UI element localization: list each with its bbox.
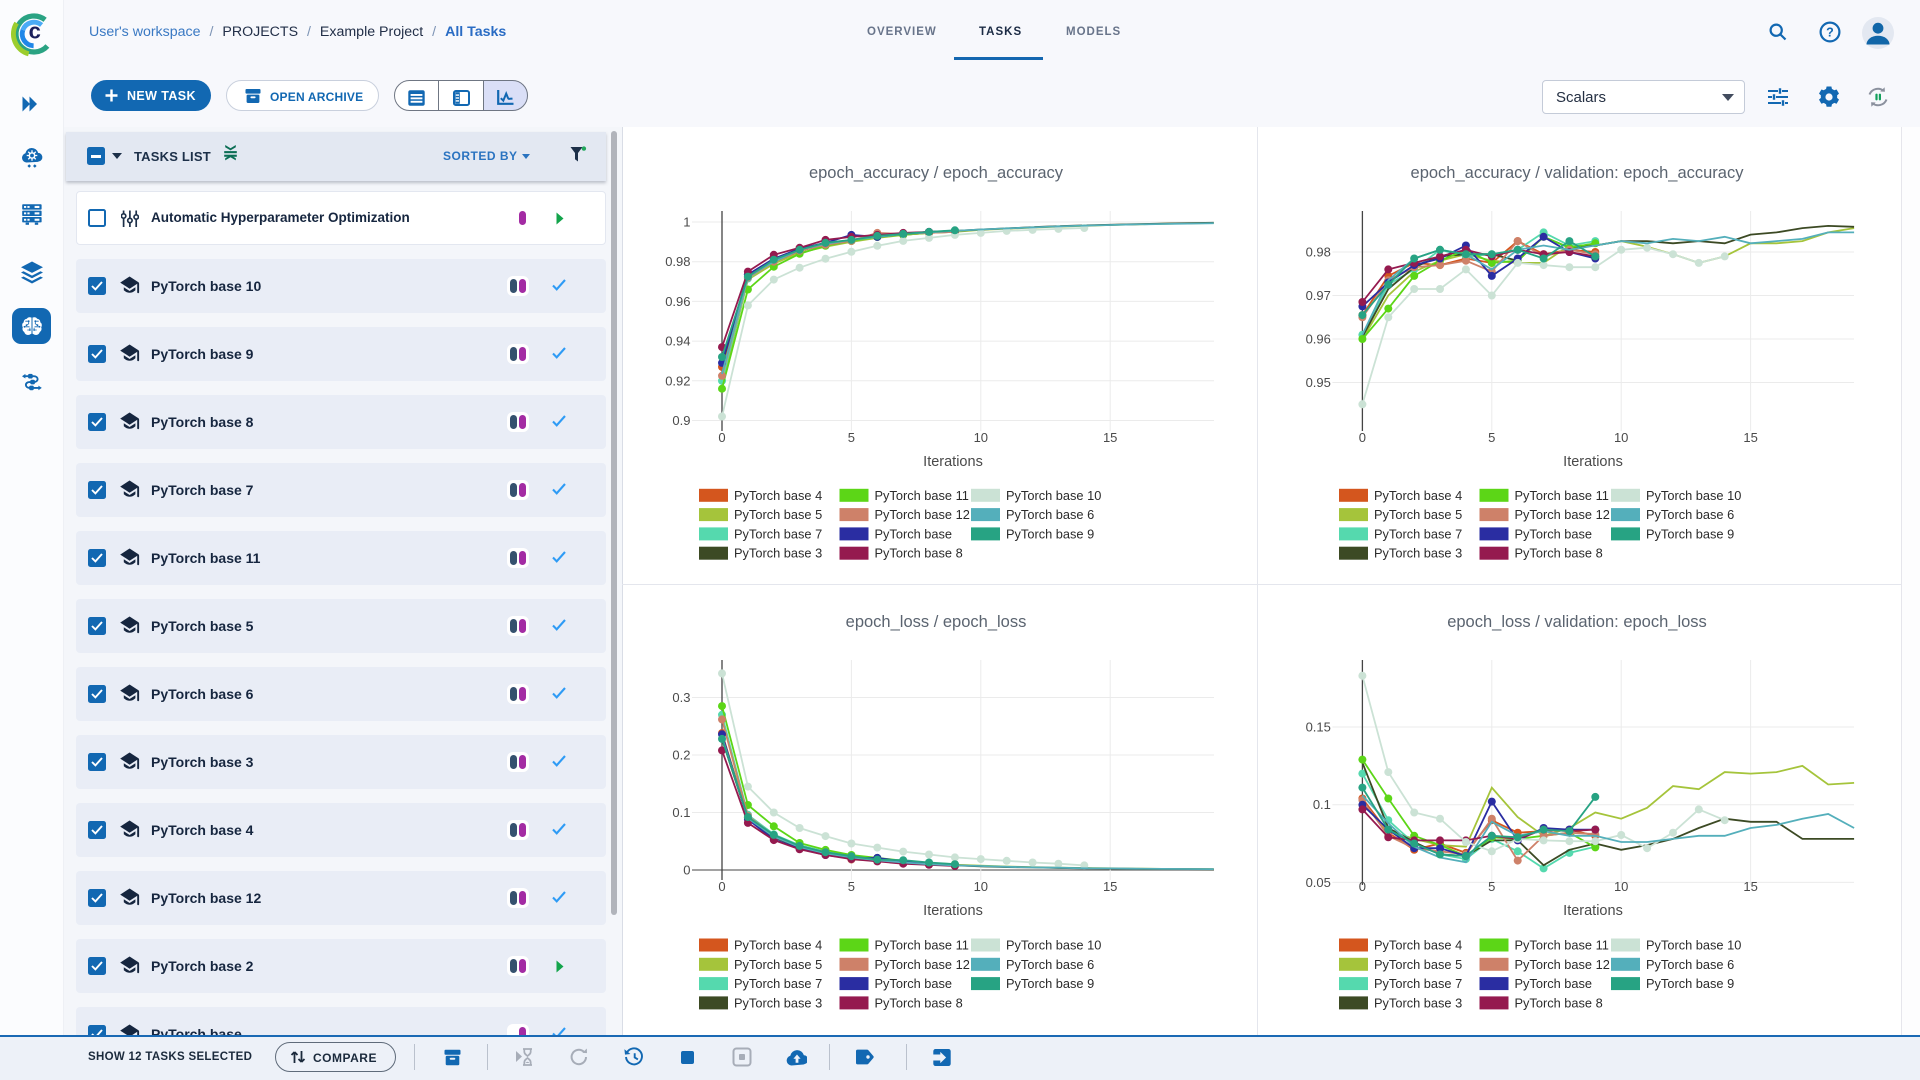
svg-text:0: 0 bbox=[718, 430, 725, 445]
svg-text:5: 5 bbox=[848, 879, 855, 894]
svg-text:10: 10 bbox=[974, 430, 988, 445]
svg-text:PyTorch base 8: PyTorch base 8 bbox=[1515, 546, 1603, 561]
svg-text:0.98: 0.98 bbox=[665, 254, 690, 269]
svg-text:PyTorch base 7: PyTorch base 7 bbox=[734, 526, 822, 541]
svg-text:PyTorch base 8: PyTorch base 8 bbox=[875, 995, 963, 1010]
svg-text:PyTorch base 6: PyTorch base 6 bbox=[1006, 957, 1094, 972]
svg-text:0.97: 0.97 bbox=[1306, 288, 1331, 303]
svg-text:PyTorch base 11: PyTorch base 11 bbox=[1515, 938, 1609, 953]
svg-text:PyTorch base 3: PyTorch base 3 bbox=[734, 546, 822, 561]
svg-text:PyTorch base 10: PyTorch base 10 bbox=[1006, 938, 1101, 953]
svg-text:PyTorch base: PyTorch base bbox=[1515, 976, 1593, 991]
svg-text:PyTorch base 9: PyTorch base 9 bbox=[1646, 526, 1734, 541]
svg-text:c: c bbox=[29, 18, 41, 43]
svg-text:PyTorch base 4: PyTorch base 4 bbox=[1374, 938, 1462, 953]
svg-text:0.95: 0.95 bbox=[1306, 375, 1331, 390]
svg-text:0.15: 0.15 bbox=[1306, 720, 1331, 735]
svg-text:PyTorch base 10: PyTorch base 10 bbox=[1006, 488, 1101, 503]
svg-text:0.96: 0.96 bbox=[665, 294, 690, 309]
svg-text:PyTorch base 6: PyTorch base 6 bbox=[1646, 957, 1734, 972]
svg-text:PyTorch base 12: PyTorch base 12 bbox=[875, 957, 970, 972]
svg-text:0: 0 bbox=[1359, 430, 1366, 445]
svg-text:Iterations: Iterations bbox=[1563, 903, 1623, 919]
svg-text:PyTorch base 12: PyTorch base 12 bbox=[1515, 507, 1610, 522]
svg-text:0.96: 0.96 bbox=[1306, 332, 1331, 347]
svg-text:0: 0 bbox=[683, 863, 690, 878]
svg-text:PyTorch base 7: PyTorch base 7 bbox=[1374, 976, 1462, 991]
svg-text:15: 15 bbox=[1103, 430, 1117, 445]
svg-text:0.9: 0.9 bbox=[672, 413, 690, 428]
svg-text:epoch_loss / validation: epoch: epoch_loss / validation: epoch_loss bbox=[1447, 613, 1707, 631]
svg-text:5: 5 bbox=[1488, 879, 1495, 894]
svg-text:PyTorch base 12: PyTorch base 12 bbox=[1515, 957, 1610, 972]
svg-text:PyTorch base 9: PyTorch base 9 bbox=[1646, 976, 1734, 991]
svg-text:epoch_accuracy / validation: e: epoch_accuracy / validation: epoch_accur… bbox=[1411, 164, 1745, 182]
svg-text:1: 1 bbox=[683, 215, 690, 230]
svg-text:PyTorch base 3: PyTorch base 3 bbox=[1374, 546, 1462, 561]
svg-text:0.94: 0.94 bbox=[665, 334, 690, 349]
svg-text:PyTorch base 7: PyTorch base 7 bbox=[1374, 526, 1462, 541]
svg-text:0.3: 0.3 bbox=[672, 690, 690, 705]
svg-text:Iterations: Iterations bbox=[923, 454, 983, 470]
svg-text:5: 5 bbox=[1488, 430, 1495, 445]
svg-text:PyTorch base 12: PyTorch base 12 bbox=[875, 507, 970, 522]
svg-text:PyTorch base: PyTorch base bbox=[1515, 526, 1593, 541]
svg-text:PyTorch base 7: PyTorch base 7 bbox=[734, 976, 822, 991]
svg-text:15: 15 bbox=[1103, 879, 1117, 894]
svg-text:Iterations: Iterations bbox=[923, 903, 983, 919]
svg-text:PyTorch base 11: PyTorch base 11 bbox=[875, 488, 969, 503]
svg-text:PyTorch base 6: PyTorch base 6 bbox=[1006, 507, 1094, 522]
svg-text:PyTorch base 5: PyTorch base 5 bbox=[1374, 957, 1462, 972]
svg-text:PyTorch base 11: PyTorch base 11 bbox=[875, 938, 969, 953]
svg-text:PyTorch base 4: PyTorch base 4 bbox=[1374, 488, 1462, 503]
svg-text:PyTorch base 10: PyTorch base 10 bbox=[1646, 488, 1741, 503]
svg-text:?: ? bbox=[1826, 25, 1834, 39]
svg-text:0.2: 0.2 bbox=[672, 748, 690, 763]
svg-text:PyTorch base 3: PyTorch base 3 bbox=[734, 995, 822, 1010]
svg-text:5: 5 bbox=[848, 430, 855, 445]
svg-text:PyTorch base 11: PyTorch base 11 bbox=[1515, 488, 1609, 503]
svg-text:PyTorch base 4: PyTorch base 4 bbox=[734, 488, 822, 503]
svg-text:epoch_loss / epoch_loss: epoch_loss / epoch_loss bbox=[846, 613, 1027, 631]
svg-text:PyTorch base 8: PyTorch base 8 bbox=[875, 546, 963, 561]
svg-text:10: 10 bbox=[1614, 430, 1628, 445]
svg-text:0.1: 0.1 bbox=[1313, 797, 1331, 812]
svg-text:PyTorch base 5: PyTorch base 5 bbox=[734, 507, 822, 522]
svg-text:15: 15 bbox=[1743, 430, 1757, 445]
svg-text:PyTorch base 8: PyTorch base 8 bbox=[1515, 995, 1603, 1010]
svg-text:PyTorch base 6: PyTorch base 6 bbox=[1646, 507, 1734, 522]
svg-text:PyTorch base 10: PyTorch base 10 bbox=[1646, 938, 1741, 953]
svg-text:epoch_accuracy / epoch_accurac: epoch_accuracy / epoch_accuracy bbox=[809, 164, 1064, 182]
svg-text:0.1: 0.1 bbox=[672, 805, 690, 820]
svg-text:PyTorch base: PyTorch base bbox=[875, 526, 953, 541]
svg-text:PyTorch base: PyTorch base bbox=[875, 976, 953, 991]
svg-text:0.98: 0.98 bbox=[1306, 245, 1331, 260]
svg-text:PyTorch base 9: PyTorch base 9 bbox=[1006, 976, 1094, 991]
svg-text:PyTorch base 5: PyTorch base 5 bbox=[734, 957, 822, 972]
svg-text:0: 0 bbox=[718, 879, 725, 894]
svg-text:PyTorch base 3: PyTorch base 3 bbox=[1374, 995, 1462, 1010]
svg-text:0.05: 0.05 bbox=[1306, 875, 1331, 890]
svg-text:15: 15 bbox=[1743, 879, 1757, 894]
svg-text:Iterations: Iterations bbox=[1563, 454, 1623, 470]
svg-text:10: 10 bbox=[974, 879, 988, 894]
svg-text:PyTorch base 9: PyTorch base 9 bbox=[1006, 526, 1094, 541]
svg-text:10: 10 bbox=[1614, 879, 1628, 894]
svg-text:0: 0 bbox=[1359, 879, 1366, 894]
svg-text:0.92: 0.92 bbox=[665, 373, 690, 388]
svg-text:PyTorch base 5: PyTorch base 5 bbox=[1374, 507, 1462, 522]
svg-text:PyTorch base 4: PyTorch base 4 bbox=[734, 938, 822, 953]
